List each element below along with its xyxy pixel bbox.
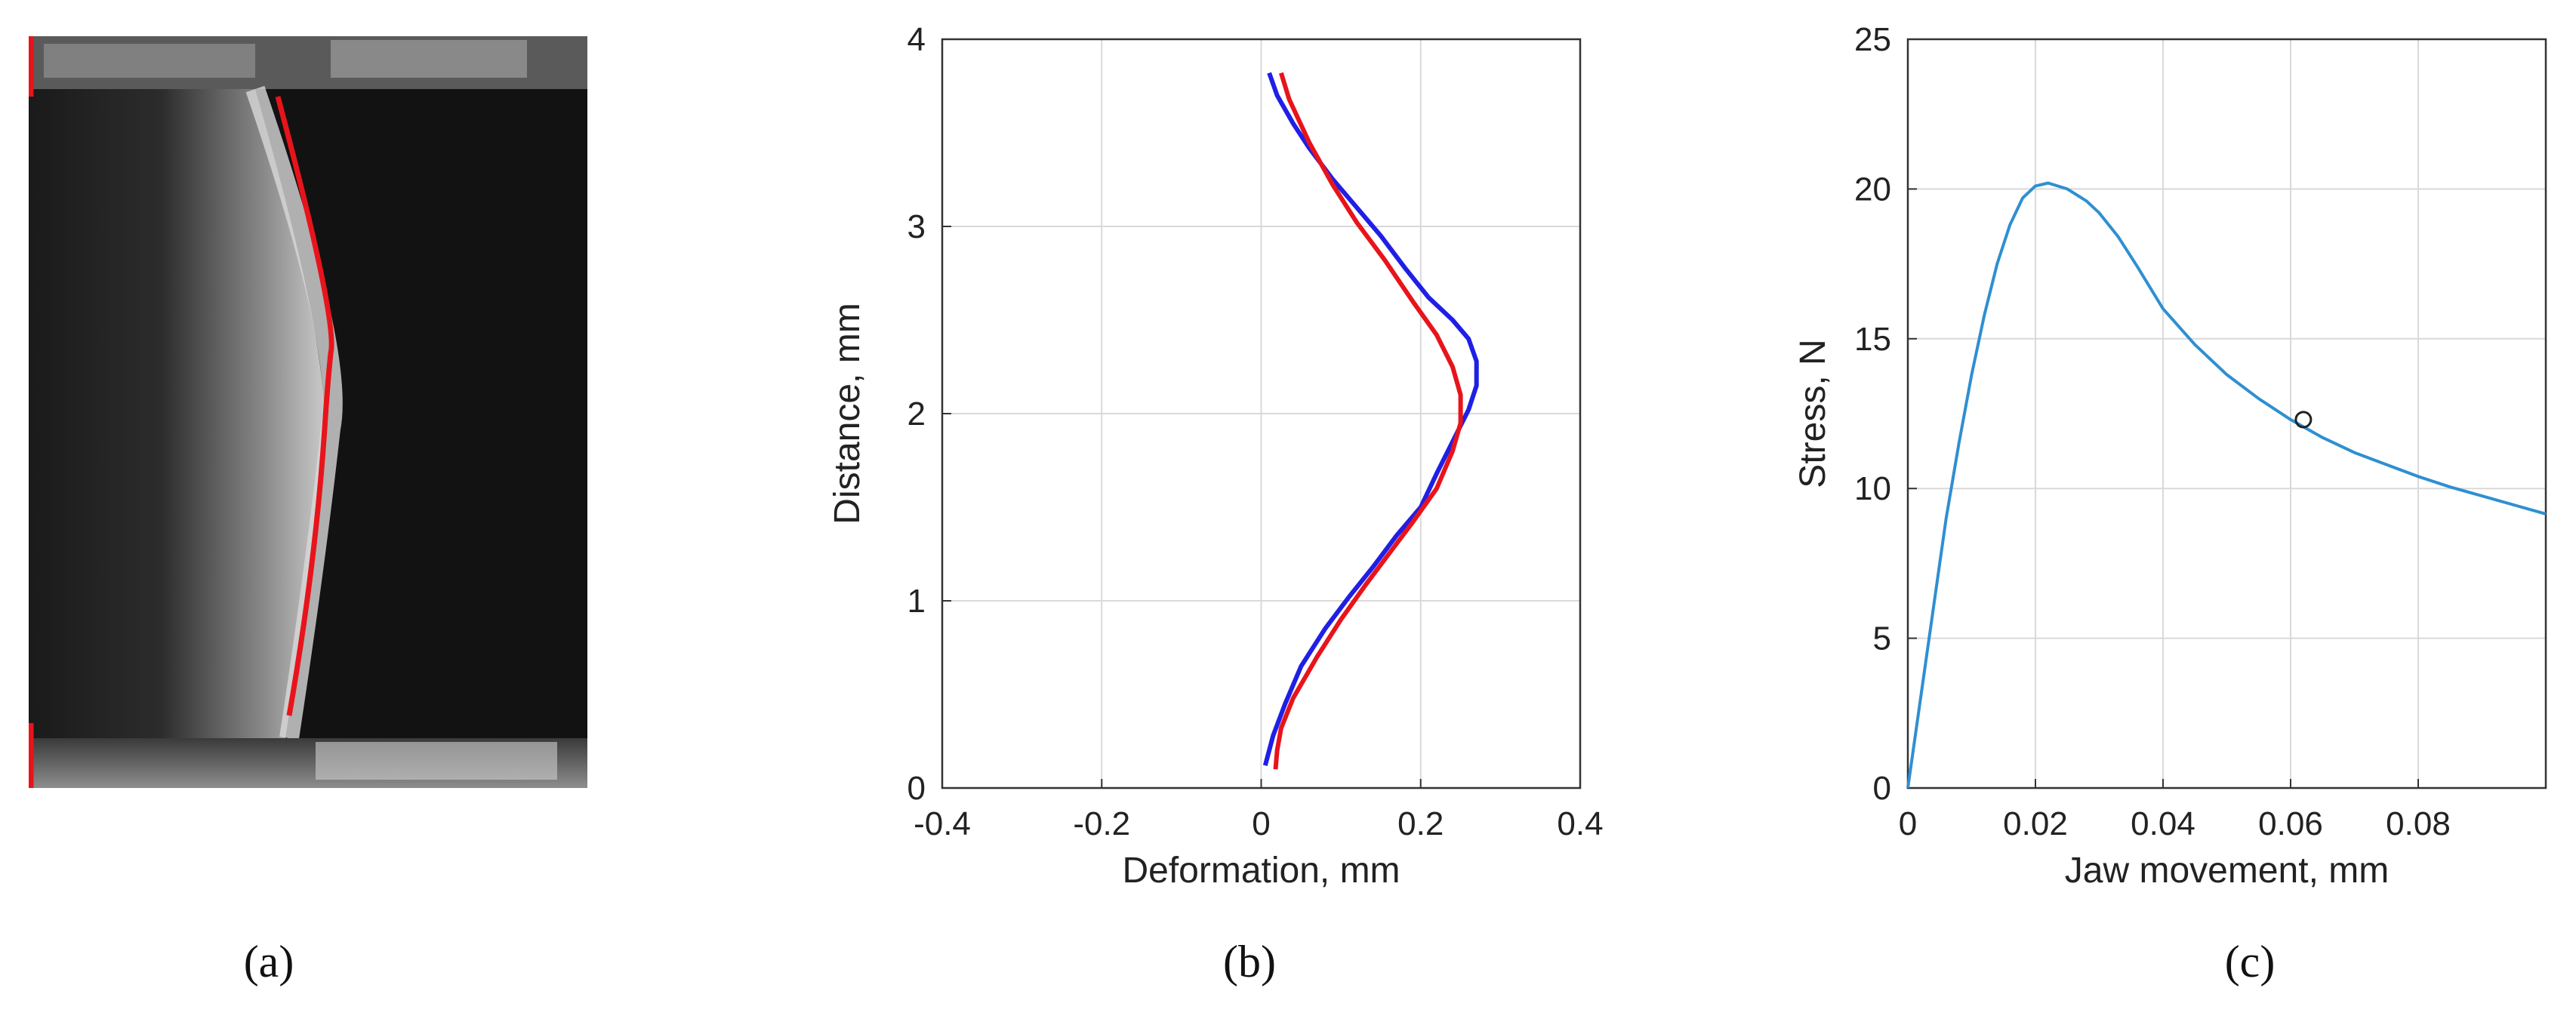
y-tick-label: 2 (907, 396, 926, 432)
plot-frame (1906, 38, 2547, 790)
edge-trace (275, 96, 334, 716)
y-tick-label: 3 (907, 208, 926, 245)
x-tick-label: 0.04 (2131, 805, 2195, 842)
panel-label-b: (b) (1223, 937, 1276, 987)
y-tick-label: 10 (1854, 470, 1891, 507)
x-tick-label: 0.02 (2003, 805, 2068, 842)
x-tick-label: 0 (1252, 805, 1270, 842)
series-line-stress (1906, 181, 2547, 789)
x-axis-label: Jaw movement, mm (2065, 851, 2389, 891)
x-axis-label: Deformation, mm (1122, 851, 1400, 891)
data-marker (2294, 411, 2313, 429)
x-tick-label: 0.08 (2386, 805, 2451, 842)
plot-frame (941, 38, 1582, 790)
panel-label-a: (a) (243, 937, 294, 987)
y-tick-label: 25 (1854, 21, 1891, 58)
y-tick-label: 5 (1873, 620, 1891, 657)
y-axis-label: Stress, N (1793, 339, 1833, 488)
x-tick-label: -0.2 (1073, 805, 1130, 842)
specimen-photo (29, 36, 587, 788)
y-tick-label: 0 (1873, 770, 1891, 807)
y-axis-label: Distance, mm (827, 303, 867, 524)
x-tick-label: 0.2 (1397, 805, 1444, 842)
y-tick-label: 0 (907, 770, 926, 807)
y-tick-label: 1 (907, 583, 926, 620)
x-tick-label: 0.4 (1557, 805, 1603, 842)
series-line-measured (1262, 72, 1479, 766)
panel-label-c: (c) (2224, 937, 2276, 987)
y-tick-label: 20 (1854, 171, 1891, 208)
x-tick-label: -0.4 (914, 805, 971, 842)
series-line-fitted (1273, 72, 1463, 770)
x-tick-label: 0 (1899, 805, 1917, 842)
x-tick-label: 0.06 (2258, 805, 2323, 842)
specimen-photo-drawing (29, 36, 587, 788)
y-tick-label: 15 (1854, 321, 1891, 358)
y-tick-label: 4 (907, 21, 926, 58)
